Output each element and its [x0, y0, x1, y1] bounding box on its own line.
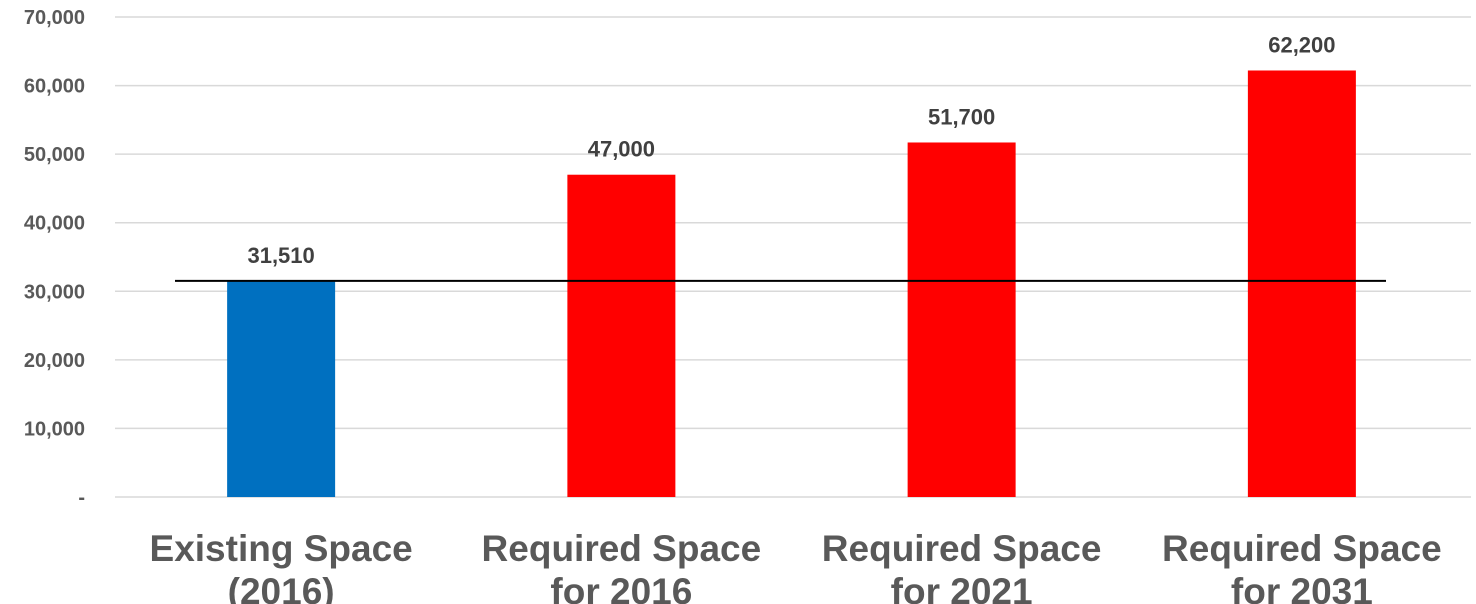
bar: [1247, 70, 1356, 497]
data-label: 47,000: [588, 137, 655, 162]
bars: [227, 70, 1356, 497]
category-label: for 2016: [550, 571, 692, 604]
y-tick-label: 40,000: [24, 213, 85, 235]
data-label: 51,700: [928, 104, 995, 129]
y-tick-label: 30,000: [24, 281, 85, 303]
data-label: 62,200: [1268, 32, 1335, 57]
data-labels: 31,510 47,000 51,700 62,200: [247, 32, 1335, 267]
bar: [907, 142, 1016, 497]
bar: [227, 280, 336, 497]
category-label: Existing Space: [150, 528, 413, 569]
bar: [567, 174, 676, 497]
gridlines: [115, 16, 1471, 498]
y-tick-label: 70,000: [24, 7, 85, 29]
y-axis-tick-labels: - 10,000 20,000 30,000 40,000 50,000 60,000 70,…: [24, 7, 85, 509]
category-label: for 2021: [891, 571, 1033, 604]
category-label: Required Space: [822, 528, 1102, 569]
category-label: (2016): [228, 571, 335, 604]
category-label: Required Space: [482, 528, 762, 569]
category-label: Required Space: [1162, 528, 1442, 569]
data-label: 31,510: [247, 243, 314, 268]
y-tick-label: 20,000: [24, 350, 85, 372]
y-tick-label: 60,000: [24, 76, 85, 98]
y-tick-label: 50,000: [24, 144, 85, 166]
y-tick-label: -: [78, 487, 85, 509]
category-label: for 2031: [1231, 571, 1373, 604]
y-tick-label: 10,000: [24, 418, 85, 440]
